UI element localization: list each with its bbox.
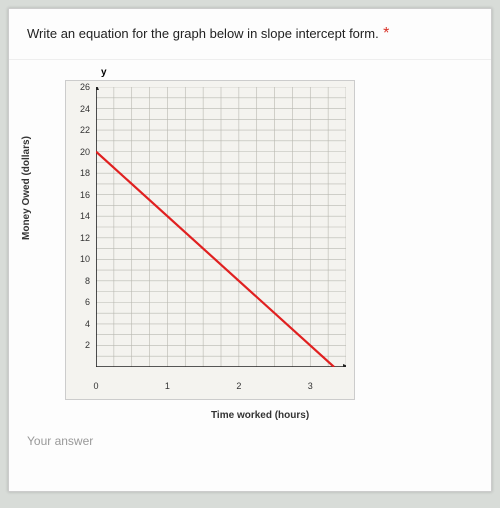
y-tick: 18	[80, 168, 90, 178]
y-tick-labels: 26 24 22 20 18 16 14 12 10 8 6 4 2	[66, 81, 94, 399]
x-axis-title: Time worked (hours)	[211, 410, 309, 421]
y-variable-label: y	[101, 67, 107, 78]
required-marker: *	[383, 25, 389, 42]
y-axis-title: Money Owed (dollars)	[21, 136, 32, 240]
y-tick: 6	[85, 297, 90, 307]
question-card: Write an equation for the graph below in…	[8, 8, 492, 492]
x-tick: 3	[308, 381, 313, 391]
chart-svg	[96, 87, 346, 367]
y-tick: 26	[80, 82, 90, 92]
y-tick: 20	[80, 147, 90, 157]
y-tick: 4	[85, 319, 90, 329]
x-tick: 2	[236, 381, 241, 391]
question-prompt-row: Write an equation for the graph below in…	[9, 9, 491, 60]
x-tick: 1	[165, 381, 170, 391]
y-tick: 8	[85, 276, 90, 286]
answer-field-label[interactable]: Your answer	[9, 430, 491, 452]
y-tick: 10	[80, 254, 90, 264]
y-tick: 2	[85, 340, 90, 350]
y-tick: 16	[80, 190, 90, 200]
chart-canvas: y 2624222018161412108642 0123 Time worke…	[65, 80, 355, 400]
question-text: Write an equation for the graph below in…	[27, 26, 379, 41]
y-tick: 22	[80, 125, 90, 135]
chart-container: Money Owed (dollars) y 26242220181614121…	[9, 60, 491, 430]
y-tick: 12	[80, 233, 90, 243]
y-tick: 14	[80, 211, 90, 221]
x-tick: 0	[93, 381, 98, 391]
y-tick: 24	[80, 104, 90, 114]
